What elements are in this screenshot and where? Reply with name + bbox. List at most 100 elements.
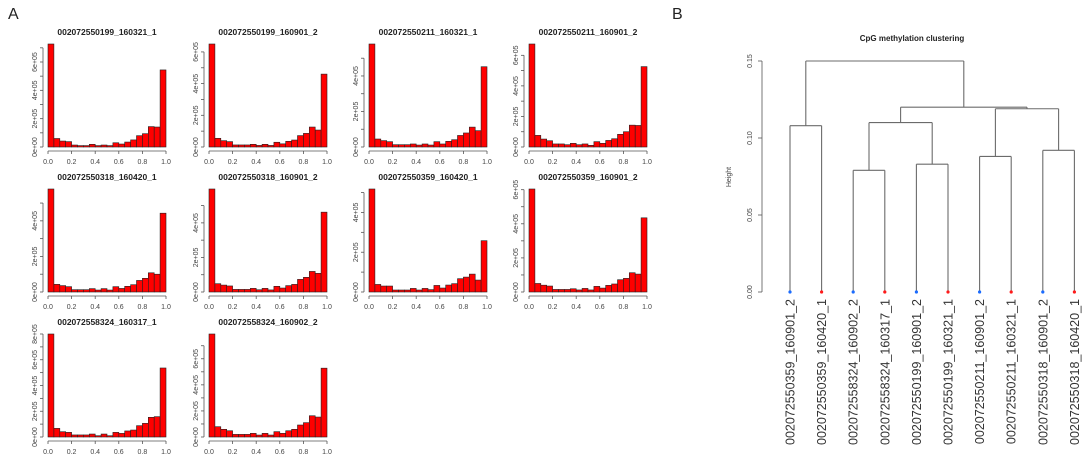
histogram-bar bbox=[279, 433, 286, 438]
y-tick-label: 0e+00 bbox=[353, 282, 360, 302]
y-tick-label: 2e+05 bbox=[32, 109, 39, 129]
leaf-label: 002072550211_160901_2 bbox=[973, 299, 987, 444]
histogram-bar bbox=[546, 140, 553, 148]
x-tick-label: 0.4 bbox=[571, 304, 581, 311]
y-tick-label: 4e+05 bbox=[193, 375, 200, 395]
x-tick-label: 0.6 bbox=[275, 159, 285, 166]
x-tick-label: 0.0 bbox=[364, 304, 374, 311]
histogram-bar bbox=[53, 138, 61, 148]
histogram-bar bbox=[130, 139, 137, 148]
histogram-bar bbox=[427, 144, 435, 148]
histogram-bar bbox=[214, 137, 222, 148]
histogram-bar bbox=[433, 285, 441, 293]
histogram-bar bbox=[291, 139, 298, 148]
histogram-bar bbox=[593, 141, 601, 148]
histogram-bar bbox=[153, 126, 161, 148]
histogram-bar bbox=[611, 283, 618, 293]
histogram-bar bbox=[124, 286, 131, 293]
histogram-bar bbox=[71, 434, 78, 438]
histogram-bar bbox=[285, 140, 292, 148]
histogram-bar bbox=[386, 285, 393, 293]
histogram-bar bbox=[159, 69, 167, 148]
histogram-bar bbox=[605, 140, 612, 148]
histogram-bar bbox=[386, 141, 393, 148]
histogram-bar bbox=[451, 139, 458, 148]
y-tick-label: 4e+05 bbox=[193, 213, 200, 233]
histogram-bar bbox=[232, 434, 239, 438]
histogram-bar bbox=[398, 289, 405, 293]
histogram-title: 002072558324_160902_2 bbox=[218, 317, 318, 327]
leaf-label: 002072558324_160902_2 bbox=[847, 299, 861, 445]
histogram-bar bbox=[261, 288, 269, 293]
x-tick-label: 0.0 bbox=[204, 449, 214, 456]
x-tick-label: 0.4 bbox=[251, 449, 261, 456]
leaf-marker bbox=[788, 290, 792, 294]
x-tick-label: 1.0 bbox=[161, 449, 171, 456]
x-tick-label: 0.0 bbox=[524, 159, 534, 166]
x-tick-label: 0.2 bbox=[67, 304, 77, 311]
x-tick-label: 1.0 bbox=[642, 304, 652, 311]
y-tick-label: 2e+05 bbox=[193, 105, 200, 125]
x-tick-label: 0.8 bbox=[299, 304, 309, 311]
histogram-bar bbox=[208, 188, 216, 293]
histogram-bar bbox=[404, 144, 411, 148]
y-tick-label: 0.00 bbox=[747, 285, 754, 299]
histogram-bar bbox=[528, 188, 536, 293]
y-tick-label: 6e+05 bbox=[193, 42, 200, 62]
histogram-bar bbox=[457, 278, 464, 293]
histogram-bar bbox=[451, 283, 458, 293]
histogram-bar bbox=[552, 289, 559, 293]
histogram-bar bbox=[250, 144, 257, 148]
histogram-bar bbox=[480, 66, 488, 148]
y-tick-label: 8e+05 bbox=[32, 324, 39, 344]
leaf-label: 002072550318_160420_1 bbox=[1068, 299, 1082, 445]
y-tick-label: 2e+05 bbox=[353, 242, 360, 262]
y-tick-label: 2e+05 bbox=[193, 401, 200, 421]
histogram-bar bbox=[136, 425, 143, 438]
histogram-bar bbox=[415, 144, 423, 148]
histogram-bar bbox=[112, 142, 120, 148]
x-tick-label: 0.0 bbox=[204, 304, 214, 311]
y-tick-label: 0e+00 bbox=[513, 282, 520, 302]
x-tick-label: 0.4 bbox=[411, 159, 421, 166]
y-tick-label: 0.15 bbox=[747, 54, 754, 68]
histogram-bar bbox=[83, 145, 90, 148]
histogram-panel: 002072550318_160901_2 0.0 0.2 0.4 0.6 0.8 1.0 0… bbox=[193, 172, 332, 311]
x-tick-label: 0.4 bbox=[411, 304, 421, 311]
x-tick-label: 0.8 bbox=[459, 304, 469, 311]
histogram-bar bbox=[65, 432, 72, 438]
histogram-bar bbox=[238, 434, 245, 438]
x-tick-label: 0.2 bbox=[388, 159, 398, 166]
histogram-bar bbox=[587, 289, 595, 293]
x-tick-label: 0.4 bbox=[251, 304, 261, 311]
leaf-label: 002072550359_160420_1 bbox=[815, 299, 829, 445]
histogram-bar bbox=[77, 289, 84, 293]
histogram-bar bbox=[468, 273, 476, 293]
histogram-bar bbox=[94, 145, 102, 148]
histogram-bar bbox=[226, 141, 233, 148]
histogram-bar bbox=[445, 141, 452, 148]
histogram-bar bbox=[427, 289, 435, 293]
x-tick-label: 1.0 bbox=[161, 159, 171, 166]
histogram-bar bbox=[267, 145, 275, 148]
histogram-panel: 002072550359_160420_1 0.0 0.2 0.4 0.6 0.8 1.0 0… bbox=[353, 172, 492, 311]
x-tick-label: 0.4 bbox=[90, 304, 100, 311]
y-tick-label: 6e+05 bbox=[513, 180, 520, 200]
histogram-bar bbox=[232, 289, 239, 293]
histogram-bar bbox=[106, 435, 114, 438]
x-tick-label: 0.2 bbox=[67, 449, 77, 456]
x-tick-label: 1.0 bbox=[322, 449, 332, 456]
histogram-bar bbox=[65, 286, 72, 293]
x-tick-label: 0.6 bbox=[114, 304, 124, 311]
histogram-bar bbox=[208, 43, 216, 148]
dendrogram: CpG methylation clustering Height 0.00 0.05… bbox=[726, 34, 1082, 445]
histogram-bar bbox=[261, 433, 269, 438]
histogram-bar bbox=[392, 289, 399, 293]
histogram-bar bbox=[100, 144, 108, 148]
histogram-bar bbox=[474, 279, 482, 293]
histogram-bar bbox=[267, 289, 275, 293]
histogram-bar bbox=[303, 133, 310, 148]
histogram-bar bbox=[463, 276, 470, 293]
histogram-panel: 002072550359_160901_2 0.0 0.2 0.4 0.6 0.8 1.0 0… bbox=[513, 172, 652, 311]
histogram-bar bbox=[308, 126, 316, 148]
